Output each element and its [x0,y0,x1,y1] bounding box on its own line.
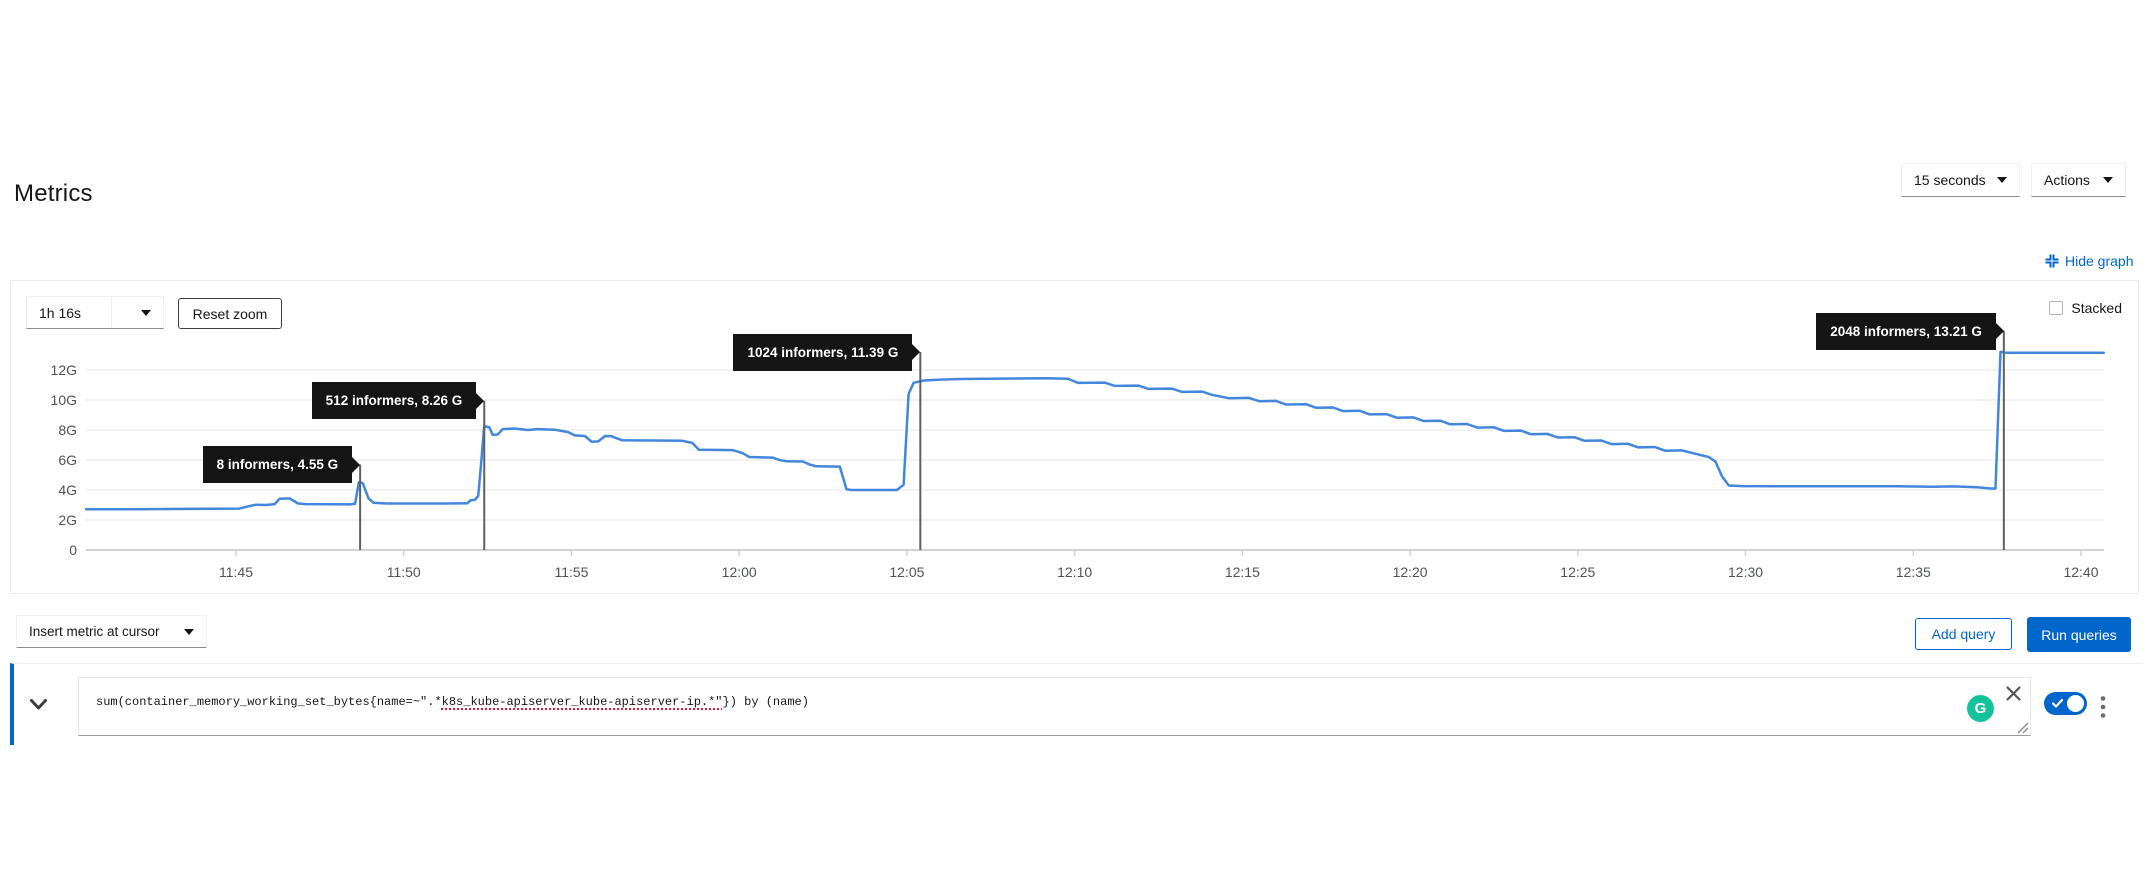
query-enabled-toggle[interactable] [2044,692,2087,715]
x-axis-tick-label: 11:55 [554,564,588,580]
expand-query-chevron-icon[interactable] [30,697,47,715]
actions-label: Actions [2044,172,2090,188]
chart-plot[interactable]: 0 2G 4G 6G 8G 10G 12G 11:45 11:50 11:55 12:00 12:05… [11,281,2138,593]
chevron-down-icon [1997,177,2007,183]
y-axis-tick-label: 2G [58,512,77,528]
chart-annotation: 2048 informers, 13.21 G [1816,312,2004,350]
x-axis-tick-label: 12:00 [722,564,757,580]
x-axis-tick-label: 12:10 [1057,564,1092,580]
chart-series-line [84,350,2106,511]
query-expression-text: sum(container_memory_working_set_bytes{n… [96,695,809,709]
y-axis-tick-label: 8G [58,422,77,438]
y-axis-tick-label: 4G [58,482,77,498]
x-axis-tick-label: 11:45 [219,564,253,580]
chart-annotation: 512 informers, 8.26 G [311,382,484,420]
stacked-label: Stacked [2071,300,2122,316]
compress-icon [2045,254,2059,268]
grammarly-icon[interactable]: G [1967,695,1994,722]
x-axis-tick-label: 12:25 [1560,564,1595,580]
refresh-interval-select[interactable]: 15 seconds [1901,163,2020,197]
query-row: sum(container_memory_working_set_bytes{n… [10,663,2143,745]
x-axis-tick-label: 12:35 [1896,564,1931,580]
stacked-control: Stacked [2049,300,2122,316]
chevron-down-icon [2103,177,2113,183]
kebab-menu-icon[interactable] [2098,693,2108,726]
timespan-select[interactable]: 1h 16s [26,296,164,329]
select-divider [110,297,112,328]
page-title: Metrics [14,180,93,208]
insert-metric-select[interactable]: Insert metric at cursor [16,615,207,648]
timespan-value: 1h 16s [39,304,82,321]
y-axis-tick-label: 12G [51,362,77,378]
reset-zoom-button[interactable]: Reset zoom [178,298,282,329]
add-query-button[interactable]: Add query [1915,618,2012,650]
query-expression-input[interactable]: sum(container_memory_working_set_bytes{n… [78,677,2031,736]
x-axis-tick-label: 12:20 [1393,564,1428,580]
hide-graph-label: Hide graph [2065,253,2134,269]
resize-handle[interactable] [2017,721,2029,739]
y-axis-tick-label: 10G [51,392,77,408]
x-axis-tick-label: 12:05 [889,564,924,580]
chart-annotation: 1024 informers, 11.39 G [733,333,921,371]
x-axis-tick-label: 12:40 [2063,564,2098,580]
chevron-down-icon [140,309,151,316]
spellcheck-flagged-text: k8s_kube-apiserver_kube-apiserver-ip.*" [441,695,723,709]
run-queries-button[interactable]: Run queries [2027,617,2131,652]
chart-annotation: 8 informers, 4.55 G [202,446,360,483]
x-axis-tick-label: 11:50 [387,564,421,580]
insert-metric-label: Insert metric at cursor [29,624,160,639]
close-icon[interactable] [2005,685,2022,707]
hide-graph-link[interactable]: Hide graph [2045,253,2134,269]
x-axis-tick-label: 12:15 [1225,564,1260,580]
y-axis-tick-label: 6G [58,452,77,468]
refresh-interval-value: 15 seconds [1914,172,1986,188]
y-axis-tick-label: 0 [69,542,77,558]
toggle-knob [2067,695,2084,712]
graph-card: 1h 16s Reset zoom Stacked 0 2G 4G 6G 8G 10G 12… [10,280,2139,594]
actions-dropdown[interactable]: Actions [2031,163,2126,197]
chevron-down-icon [184,628,194,635]
x-axis-tick-label: 12:30 [1728,564,1763,580]
stacked-checkbox[interactable] [2049,301,2064,315]
